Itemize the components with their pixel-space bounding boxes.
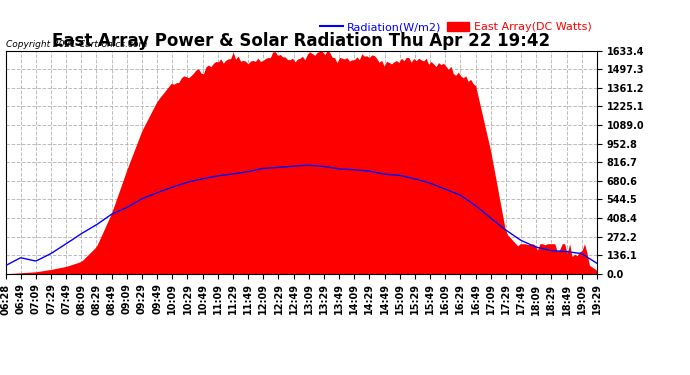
- Title: East Array Power & Solar Radiation Thu Apr 22 19:42: East Array Power & Solar Radiation Thu A…: [52, 33, 550, 51]
- Legend: Radiation(W/m2), East Array(DC Watts): Radiation(W/m2), East Array(DC Watts): [320, 22, 591, 32]
- Text: Copyright 2021 Cartronics.com: Copyright 2021 Cartronics.com: [6, 40, 147, 49]
